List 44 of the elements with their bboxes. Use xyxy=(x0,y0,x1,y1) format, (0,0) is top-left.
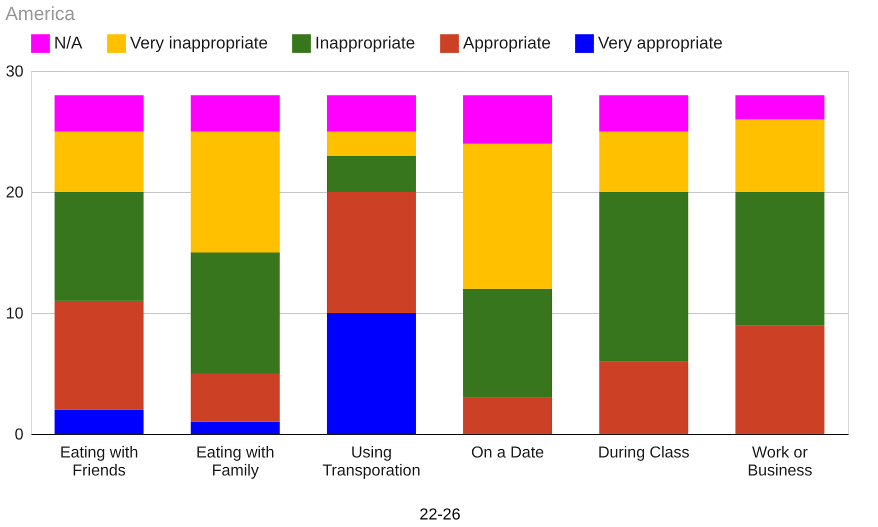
bar xyxy=(735,119,824,192)
x-tick-label: Eating with Friends xyxy=(60,444,138,480)
bar xyxy=(54,132,144,192)
bar xyxy=(735,95,824,120)
x-axis-title: 22-26 xyxy=(420,506,461,524)
legend-label: Inappropriate xyxy=(315,34,416,53)
x-tick-label: During Class xyxy=(598,444,690,462)
bar xyxy=(54,95,144,132)
legend-label: Very appropriate xyxy=(598,34,723,53)
bar xyxy=(599,361,688,434)
bar xyxy=(326,156,416,192)
bar xyxy=(190,374,280,422)
bar xyxy=(735,192,824,326)
x-tick-label: Eating with Family xyxy=(196,444,274,480)
bar xyxy=(326,95,416,132)
legend-label: Appropriate xyxy=(463,34,551,53)
bar xyxy=(54,410,144,434)
x-tick-label: On a Date xyxy=(471,444,544,462)
bar xyxy=(463,288,552,398)
bar xyxy=(190,252,280,374)
bar xyxy=(599,192,688,362)
bar xyxy=(599,95,688,132)
y-tick-label: 10 xyxy=(6,306,24,322)
bar xyxy=(463,144,552,289)
bar xyxy=(190,95,280,132)
x-tick-label: Using Transporation xyxy=(322,444,420,480)
x-tick-label: Work or Business xyxy=(747,444,812,480)
bar xyxy=(326,132,416,156)
bar xyxy=(599,132,688,192)
bar xyxy=(190,422,280,434)
y-tick-label: 30 xyxy=(6,64,24,80)
bar xyxy=(54,192,144,301)
bar xyxy=(735,325,824,434)
bar xyxy=(54,300,144,410)
legend-label: N/A xyxy=(54,34,83,53)
legend-label: Very inappropriate xyxy=(130,34,268,53)
y-tick-label: 0 xyxy=(14,426,24,444)
y-tick-label: 20 xyxy=(6,184,24,202)
bar xyxy=(326,192,416,313)
bar xyxy=(190,132,280,252)
bar xyxy=(463,398,552,434)
bar xyxy=(463,95,552,144)
bar xyxy=(326,313,416,434)
chart-title: America xyxy=(5,4,76,25)
